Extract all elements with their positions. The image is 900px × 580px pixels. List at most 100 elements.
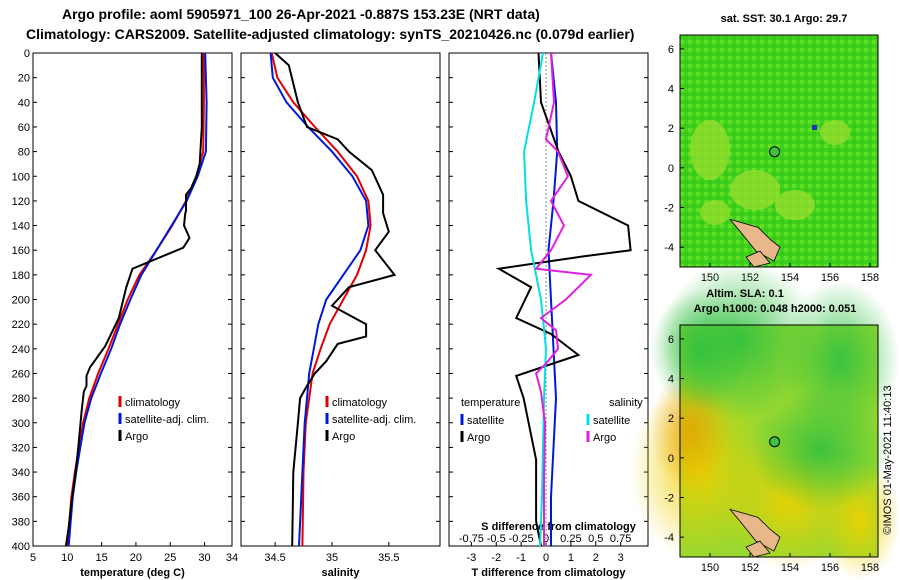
x-tick-label: 30	[198, 552, 210, 564]
plot-frame	[32, 52, 233, 547]
island-new-britain	[745, 540, 771, 558]
sst-warm-patch	[775, 190, 815, 220]
sst-warm-patch	[700, 200, 730, 225]
legend-label: Argo	[125, 431, 148, 443]
map-lat-label: -2	[664, 493, 674, 505]
map-lat-label: 0	[668, 163, 674, 175]
map-title: sat. SST: 30.1 Argo: 29.7	[721, 13, 848, 25]
top-tick-label: 0.5	[588, 533, 603, 545]
x-tick-label: -3	[466, 552, 476, 564]
panel-temperature: 0 20 40 60 80 100 120 140 160 180 200 220 240 260 280 3…	[12, 48, 238, 579]
x-tick-label: 35.5	[378, 552, 399, 564]
panel-difference: -3 -2 -1 0 1 2 3 T difference from climatology S…	[448, 52, 649, 579]
series-line-salinity-argo	[534, 52, 593, 546]
map-lat-label: 0	[668, 453, 674, 465]
credit-text: ©IMOS 01-May-2021 11:40:13	[882, 385, 894, 534]
legend-label: Argo	[467, 432, 490, 444]
legend-label: satellite	[593, 415, 630, 427]
legend-label: climatology	[125, 397, 181, 409]
legend-label: climatology	[332, 397, 388, 409]
legend-label: Argo	[593, 432, 616, 444]
top-tick-label: 0.25	[560, 533, 581, 545]
map-lat-label: 4	[668, 374, 674, 386]
map-lon-label: 156	[821, 562, 839, 574]
sla-blob	[750, 390, 890, 510]
top-tick-label: -0.75	[459, 533, 484, 545]
x-tick-label: -1	[516, 552, 526, 564]
chart-title-line1: Argo profile: aoml 5905971_100 26-Apr-20…	[62, 6, 540, 22]
series-line-temperature-argo	[495, 52, 632, 547]
argo-location-marker	[769, 146, 781, 158]
depth-tick-label: 200	[12, 295, 30, 307]
depth-tick-label: 400	[12, 541, 30, 553]
x-axis-label: temperature (deg C)	[80, 567, 185, 579]
x-tick-label: 20	[130, 552, 142, 564]
map-lon-label: 158	[861, 562, 879, 574]
map-lat-label: 2	[668, 413, 674, 425]
x-tick-label: 15	[95, 552, 107, 564]
depth-tick-label: 240	[12, 344, 30, 356]
x-axis-label: salinity	[322, 567, 361, 579]
map-lat-label: 2	[668, 123, 674, 135]
map-lat-label: -2	[664, 203, 674, 215]
plot-frame	[240, 52, 441, 547]
legend-label: satellite	[467, 415, 504, 427]
depth-tick-label: 220	[12, 319, 30, 331]
depth-tick-label: 120	[12, 196, 30, 208]
sst-warm-patch	[820, 120, 850, 145]
depth-tick-label: 80	[18, 147, 30, 159]
x-tick-label: 34.5	[264, 552, 285, 564]
map-sla: Altim. SLA: 0.1 Argo h1000: 0.048 h2000: …	[630, 260, 900, 580]
depth-tick-label: 300	[12, 418, 30, 430]
depth-tick-label: 40	[18, 97, 30, 109]
island-new-ireland	[728, 508, 781, 552]
map-lat-label: 6	[668, 44, 674, 56]
top-axis-label: S difference from climatology	[481, 521, 637, 533]
legend-label: satellite-adj. clim.	[125, 414, 209, 426]
sst-warm-patch	[730, 170, 780, 210]
depth-tick-label: 380	[12, 516, 30, 528]
top-tick-label: -0.25	[509, 533, 534, 545]
x-tick-label: 0	[543, 552, 549, 564]
x-tick-label: 2	[593, 552, 599, 564]
sst-warm-patch	[690, 120, 730, 180]
depth-tick-label: 180	[12, 270, 30, 282]
map-title-line2: Argo h1000: 0.048 h2000: 0.051	[694, 303, 857, 315]
map-lat-label: -4	[664, 242, 674, 254]
map-lon-label: 158	[861, 272, 879, 284]
x-tick-label: -2	[491, 552, 501, 564]
depth-tick-label: 360	[12, 492, 30, 504]
series-line-temperature-satellite	[547, 52, 559, 546]
x-tick-label: 3	[618, 552, 624, 564]
map-lon-label: 150	[701, 562, 719, 574]
top-tick-label: 0.75	[610, 533, 631, 545]
map-sst: sat. SST: 30.1 Argo: 29.76420-2-41501521…	[664, 13, 879, 284]
depth-tick-label: 20	[18, 73, 30, 85]
x-tick-label: 10	[61, 552, 73, 564]
top-tick-label: -0.5	[487, 533, 506, 545]
depth-tick-label: 100	[12, 171, 30, 183]
depth-tick-label: 320	[12, 442, 30, 454]
legend-label: satellite-adj. clim.	[332, 414, 416, 426]
island-new-ireland	[728, 218, 781, 262]
legend-title-temperature: temperature	[461, 397, 520, 409]
series-line-climatology	[270, 52, 372, 547]
map-lon-label: 152	[741, 562, 759, 574]
plot-frame	[448, 52, 649, 547]
depth-tick-label: 280	[12, 393, 30, 405]
depth-tick-label: 340	[12, 467, 30, 479]
top-tick-label: 0	[543, 533, 549, 545]
x-tick-label: 5	[30, 552, 36, 564]
x-tick-label: 1	[568, 552, 574, 564]
chart-title-line2: Climatology: CARS2009. Satellite-adjuste…	[26, 26, 635, 42]
series-line-argo	[274, 52, 397, 547]
map-lon-label: 154	[781, 562, 799, 574]
series-line-salinity-satellite	[523, 52, 548, 547]
depth-tick-label: 0	[24, 48, 30, 60]
x-tick-label: 35	[326, 552, 338, 564]
series-line-argo	[64, 53, 203, 547]
depth-tick-label: 60	[18, 122, 30, 134]
map-lat-label: 4	[668, 84, 674, 96]
x-axis-label: T difference from climatology	[471, 567, 626, 579]
